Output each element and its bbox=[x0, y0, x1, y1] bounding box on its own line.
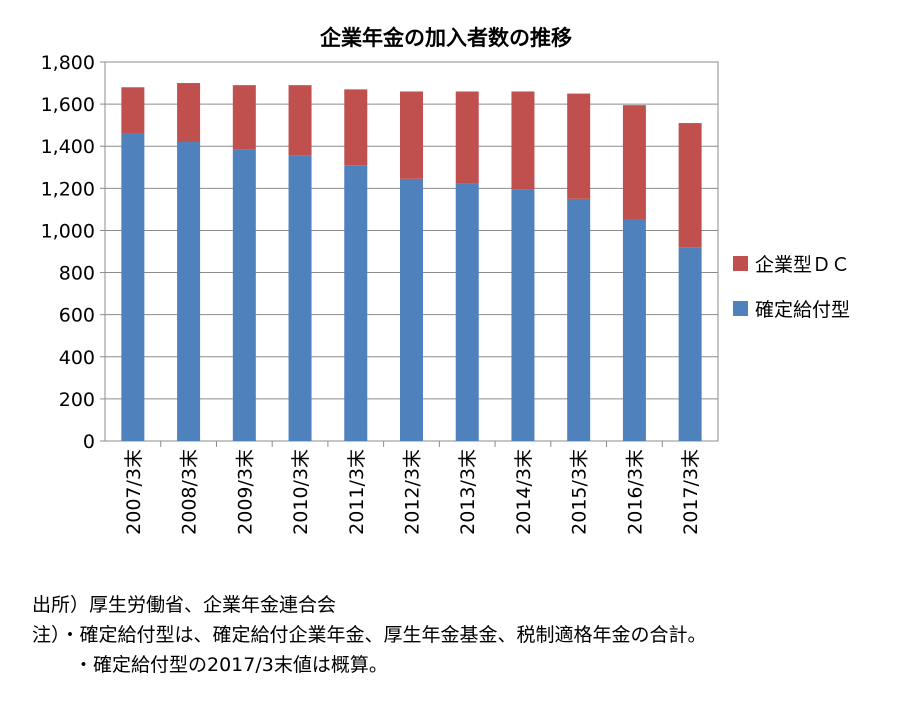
bar-dc bbox=[678, 123, 702, 248]
bar-dc bbox=[455, 91, 479, 184]
y-tick-label: 1,400 bbox=[41, 136, 95, 158]
y-tick-label: 1,000 bbox=[41, 220, 95, 242]
notes: 出所）厚生労働省、企業年金連合会 注）・確定給付型は、確定給付企業年金、厚生年金… bbox=[32, 590, 707, 680]
bar-db bbox=[232, 149, 256, 441]
x-tick-label: 2010/3末 bbox=[290, 449, 312, 535]
x-tick-label: 2015/3末 bbox=[569, 449, 591, 535]
bar-dc bbox=[177, 83, 201, 143]
bar-db bbox=[567, 198, 591, 441]
note-line-2: ・確定給付型の2017/3末値は概算。 bbox=[74, 654, 388, 676]
note-line-1: 注）・確定給付型は、確定給付企業年金、厚生年金基金、税制適格年金の合計。 bbox=[32, 624, 707, 646]
bar-dc bbox=[400, 91, 423, 179]
bars bbox=[121, 83, 702, 442]
x-tick-label: 2009/3末 bbox=[234, 449, 256, 535]
bar-dc bbox=[511, 91, 535, 190]
bar-dc bbox=[344, 89, 368, 166]
x-tick-label: 2008/3末 bbox=[179, 449, 201, 535]
legend-swatch bbox=[733, 256, 748, 271]
chart-title: 企業年金の加入者数の推移 bbox=[319, 26, 572, 50]
y-tick-label: 1,600 bbox=[41, 94, 95, 116]
legend-swatch bbox=[733, 301, 748, 316]
bar-db bbox=[121, 133, 145, 442]
legend-label: 企業型ＤＣ bbox=[755, 254, 850, 276]
bar-dc bbox=[288, 85, 312, 156]
legend-label: 確定給付型 bbox=[755, 299, 850, 321]
bar-db bbox=[622, 219, 646, 441]
x-axis: 2007/3末 2008/3末 2009/3末 2010/3末 2011/3末 2012/… bbox=[123, 441, 702, 535]
bar-db bbox=[678, 247, 702, 441]
x-tick-label: 2016/3末 bbox=[624, 449, 646, 535]
source-note: 出所）厚生労働省、企業年金連合会 bbox=[32, 594, 337, 616]
y-tick-label: 200 bbox=[59, 389, 95, 411]
bar-dc bbox=[567, 93, 591, 199]
y-tick-label: 1,200 bbox=[41, 178, 95, 200]
bar-dc bbox=[121, 87, 145, 134]
bar-db bbox=[400, 178, 423, 441]
x-tick-label: 2014/3末 bbox=[513, 449, 535, 535]
y-axis: 0 200 400 600 800 1,000 1,200 1,400 1,600 1,800 bbox=[41, 52, 105, 453]
y-tick-label: 400 bbox=[59, 347, 95, 369]
x-tick-label: 2007/3末 bbox=[123, 449, 145, 535]
bar-dc bbox=[622, 105, 646, 220]
bar-db bbox=[344, 165, 368, 441]
chart: 企業年金の加入者数の推移 0 200 400 600 800 1,000 1,200 1,40… bbox=[41, 26, 850, 535]
y-tick-label: 0 bbox=[83, 431, 95, 453]
x-tick-label: 2017/3末 bbox=[680, 449, 702, 535]
bar-db bbox=[455, 183, 479, 441]
x-tick-label: 2011/3末 bbox=[346, 449, 368, 535]
bar-db bbox=[288, 155, 312, 442]
y-tick-label: 800 bbox=[59, 263, 95, 285]
legend: 企業型ＤＣ 確定給付型 bbox=[733, 254, 850, 321]
bar-db bbox=[511, 189, 535, 441]
x-tick-label: 2012/3末 bbox=[402, 449, 424, 535]
bar-db bbox=[177, 142, 201, 441]
x-tick-label: 2013/3末 bbox=[457, 449, 479, 535]
bar-dc bbox=[232, 85, 256, 150]
y-tick-label: 600 bbox=[59, 305, 95, 327]
y-tick-label: 1,800 bbox=[41, 52, 95, 74]
